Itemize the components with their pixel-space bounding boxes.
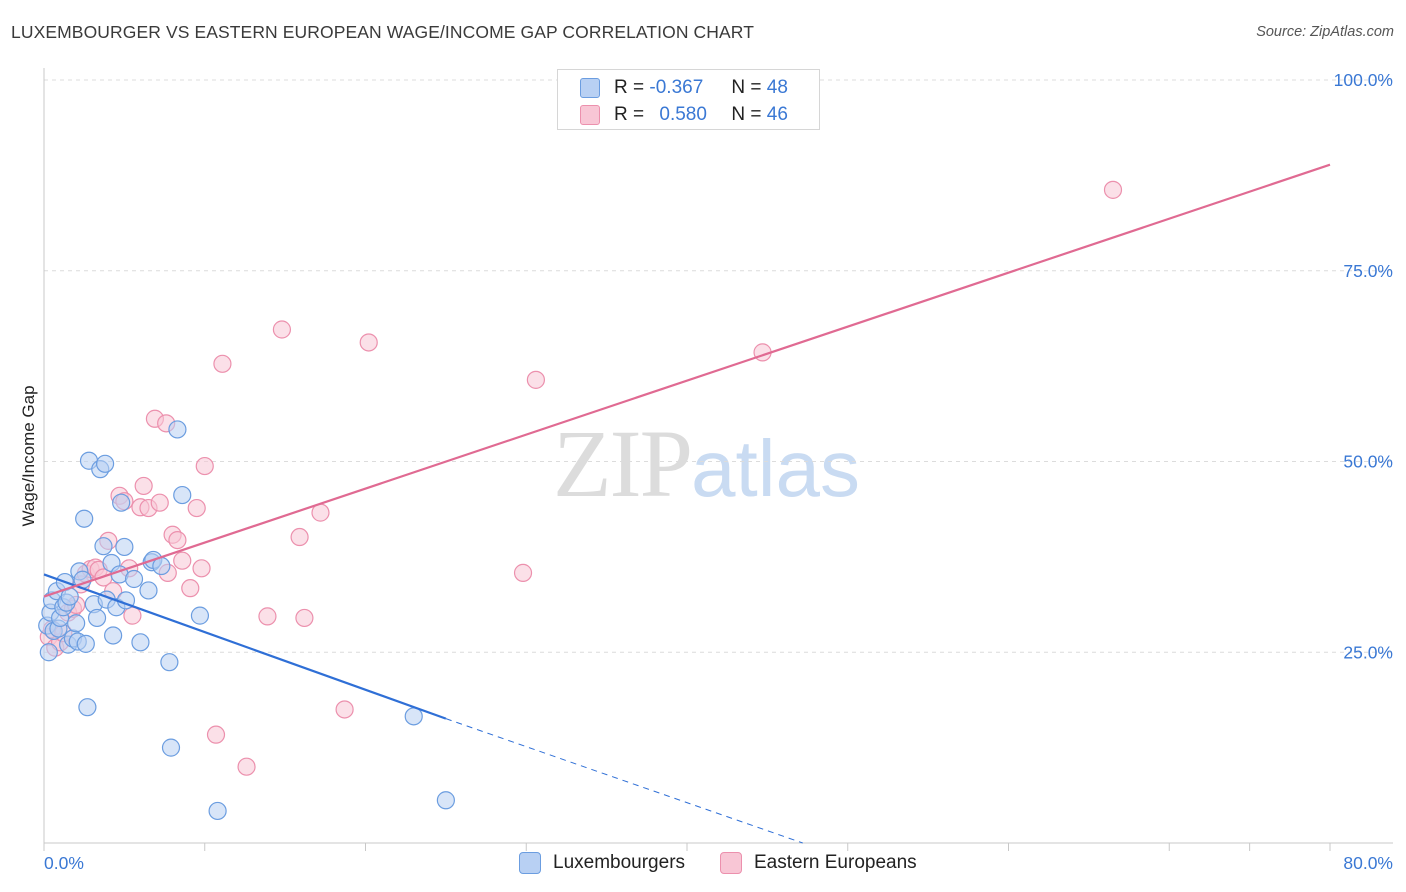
legend-n-value: 46	[766, 104, 788, 125]
luxembourgers-point	[76, 634, 95, 653]
y-tick-label-100: 100.0%	[1334, 70, 1393, 90]
luxembourgers-point	[161, 738, 181, 757]
eastern-europeans-point	[192, 559, 211, 578]
luxembourgers-point	[87, 608, 107, 628]
luxembourgers-point	[115, 537, 134, 557]
legend-r-label: R =	[614, 77, 645, 98]
eastern-europeans-point	[237, 757, 256, 776]
watermark-zip: ZIP	[553, 410, 693, 517]
y-tick-label-50: 50.0%	[1343, 452, 1393, 472]
legend-n-label: N =	[731, 77, 762, 98]
luxembourgers-point	[436, 791, 455, 810]
eastern-europeans-trend-line	[43, 163, 1331, 598]
luxembourgers-point	[67, 614, 86, 633]
luxembourgers-point	[75, 509, 94, 528]
eastern-europeans-point	[258, 607, 277, 626]
eastern-europeans-point	[335, 700, 354, 719]
watermark: ZIPatlas	[553, 408, 860, 519]
luxembourgers-trend-extension	[445, 718, 803, 844]
luxembourgers-point	[112, 493, 131, 512]
bottom-legend-swatch-pink	[720, 852, 742, 874]
legend-r-value: 0.580	[659, 104, 707, 125]
legend-swatch-pink	[580, 105, 600, 125]
x-tick-label-max: 80.0%	[1343, 853, 1393, 873]
legend-n-label: N =	[731, 104, 762, 125]
bottom-legend-label: Luxembourgers	[553, 852, 686, 873]
eastern-europeans-point	[272, 320, 292, 339]
eastern-europeans-point	[513, 563, 533, 582]
eastern-europeans-point	[290, 527, 309, 547]
eastern-europeans-point	[526, 370, 545, 389]
bottom-legend-swatch-blue	[519, 852, 541, 874]
bottom-legend-label: Eastern Europeans	[754, 852, 917, 873]
trend-lines	[43, 163, 1331, 844]
x-tick-label-min: 0.0%	[44, 853, 84, 873]
luxembourgers-point	[94, 537, 113, 556]
luxembourgers-point	[104, 626, 123, 645]
correlation-legend: R = -0.367 N = 48 R = 0.580 N = 46	[557, 69, 820, 130]
luxembourgers-trend-line	[43, 573, 447, 720]
eastern-europeans-point	[195, 456, 214, 476]
y-axis-tick-labels: 25.0% 50.0% 75.0% 100.0%	[1334, 70, 1393, 662]
luxembourgers-point	[131, 633, 150, 652]
legend-row-luxembourgers: R = -0.367 N = 48	[580, 77, 788, 99]
luxembourgers-point	[139, 581, 158, 600]
eastern-europeans-point	[206, 725, 226, 744]
eastern-europeans-point	[168, 530, 187, 550]
eastern-europeans-point	[213, 354, 232, 373]
eastern-europeans-point	[187, 498, 206, 518]
legend-swatch-blue	[580, 78, 600, 98]
luxembourgers-point	[95, 454, 115, 473]
luxembourgers-point	[124, 569, 144, 589]
eastern-europeans-point	[123, 606, 142, 625]
luxembourgers-point	[78, 698, 97, 717]
y-axis-label: Wage/Income Gap	[19, 385, 38, 526]
eastern-europeans-point	[295, 608, 314, 628]
eastern-europeans-point	[134, 476, 153, 496]
eastern-europeans-point	[150, 493, 169, 512]
eastern-europeans-point	[181, 579, 200, 598]
luxembourgers-points	[38, 420, 455, 821]
y-tick-label-25: 25.0%	[1343, 642, 1393, 662]
eastern-europeans-point	[173, 551, 192, 570]
eastern-europeans-point	[359, 333, 378, 352]
x-axis-ticks	[43, 843, 1331, 851]
axes	[43, 68, 1393, 844]
luxembourgers-point	[173, 485, 192, 505]
legend-r-label: R =	[614, 104, 645, 125]
luxembourgers-point	[208, 801, 227, 821]
legend-n-value: 48	[766, 77, 788, 98]
y-tick-label-75: 75.0%	[1343, 261, 1393, 281]
luxembourgers-point	[39, 643, 58, 662]
eastern-europeans-point	[1103, 180, 1123, 199]
bottom-legend-eastern-europeans: Eastern Europeans	[720, 852, 917, 874]
legend-r-value: -0.367	[649, 77, 704, 98]
gridlines	[44, 79, 1393, 653]
legend-row-eastern-europeans: R = 0.580 N = 46	[580, 104, 788, 126]
luxembourgers-point	[160, 653, 179, 672]
bottom-legend-luxembourgers: Luxembourgers	[519, 852, 685, 874]
watermark-atlas: atlas	[691, 424, 860, 513]
chart-title: LUXEMBOURGER VS EASTERN EUROPEAN WAGE/IN…	[11, 22, 755, 42]
luxembourgers-point	[168, 420, 187, 439]
source-credit: Source: ZipAtlas.com	[1256, 24, 1394, 40]
luxembourgers-point	[190, 606, 210, 625]
